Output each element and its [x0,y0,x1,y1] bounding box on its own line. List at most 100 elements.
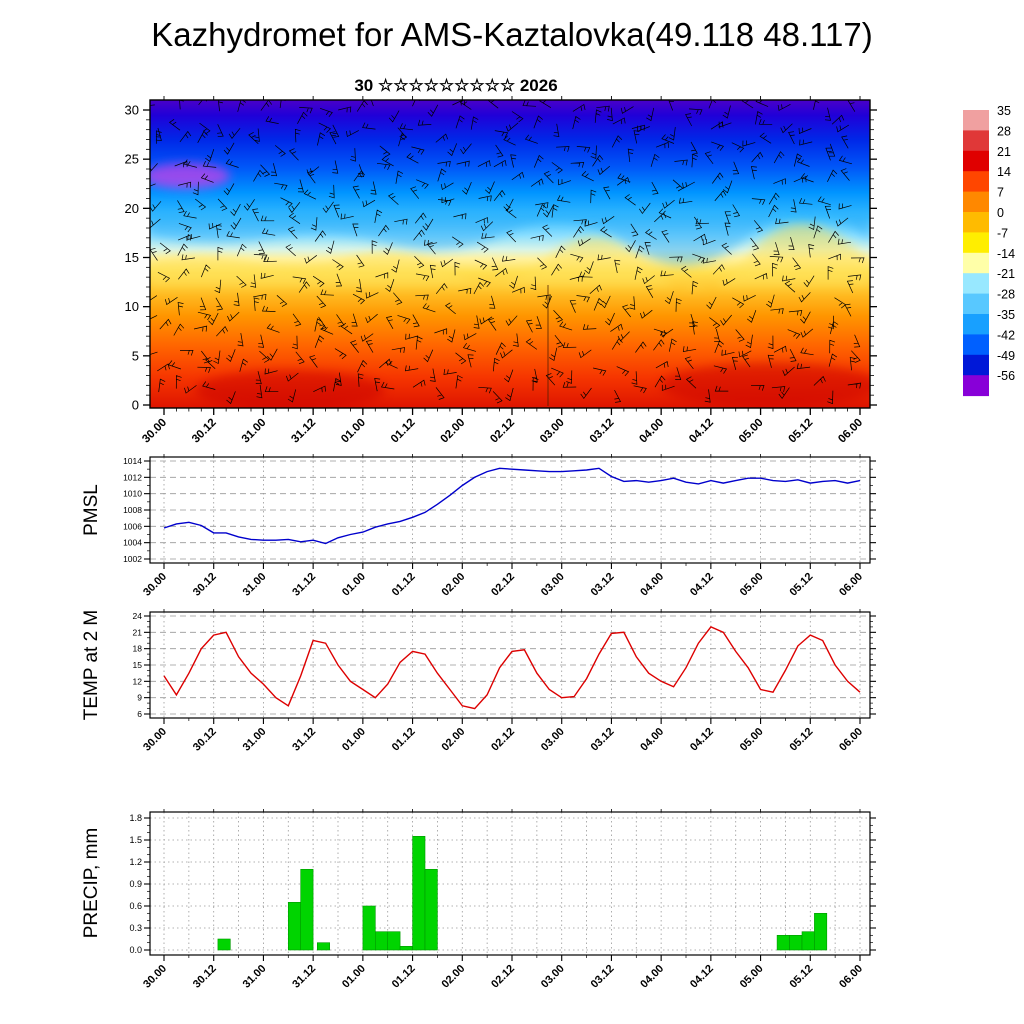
svg-text:20: 20 [125,201,139,216]
svg-text:04.12: 04.12 [687,417,716,446]
svg-text:1014: 1014 [123,456,142,466]
svg-text:18: 18 [133,644,143,654]
svg-text:30: 30 [125,103,139,118]
svg-text:-21: -21 [997,267,1015,281]
svg-text:30.00: 30.00 [141,963,169,991]
svg-text:-35: -35 [997,308,1015,322]
svg-text:15: 15 [133,660,143,670]
svg-text:-49: -49 [997,349,1015,363]
svg-text:15: 15 [125,250,139,265]
svg-text:06.00: 06.00 [836,417,865,446]
svg-text:9: 9 [137,693,142,703]
svg-text:06.00: 06.00 [837,726,865,754]
svg-text:31.00: 31.00 [241,726,269,754]
svg-text:7: 7 [997,186,1004,200]
svg-text:1.5: 1.5 [129,835,142,845]
svg-text:28: 28 [997,124,1011,138]
svg-text:04.00: 04.00 [638,571,666,599]
svg-text:30.12: 30.12 [190,417,219,446]
svg-text:31.12: 31.12 [290,571,318,599]
svg-text:31.00: 31.00 [240,417,269,446]
svg-text:25: 25 [125,152,139,167]
svg-text:30.00: 30.00 [140,417,169,446]
svg-text:-42: -42 [997,328,1015,342]
svg-text:05.12: 05.12 [787,571,815,599]
svg-text:30.00: 30.00 [141,726,169,754]
svg-text:0: 0 [997,206,1004,220]
page-title: Kazhydromet for AMS-Kaztalovka(49.118 48… [151,16,873,53]
svg-text:01.12: 01.12 [390,963,418,991]
svg-text:0.9: 0.9 [129,879,142,889]
svg-text:03.12: 03.12 [589,726,617,754]
svg-text:02.12: 02.12 [489,963,517,991]
svg-text:01.12: 01.12 [390,571,418,599]
svg-text:02.12: 02.12 [488,417,517,446]
svg-text:30.12: 30.12 [191,963,219,991]
svg-text:30.12: 30.12 [191,726,219,754]
svg-text:05.00: 05.00 [738,571,766,599]
svg-text:06.00: 06.00 [837,963,865,991]
svg-text:21: 21 [997,145,1011,159]
svg-text:1004: 1004 [123,538,142,548]
svg-text:1008: 1008 [123,505,142,515]
svg-text:05.00: 05.00 [738,963,766,991]
svg-text:04.12: 04.12 [688,726,716,754]
svg-text:04.12: 04.12 [688,571,716,599]
svg-text:21: 21 [133,627,143,637]
svg-text:01.00: 01.00 [340,726,368,754]
svg-text:04.12: 04.12 [688,963,716,991]
svg-text:05.12: 05.12 [787,417,816,446]
svg-text:31.00: 31.00 [241,571,269,599]
svg-text:24: 24 [133,611,143,621]
svg-text:1.8: 1.8 [129,813,142,823]
svg-text:01.00: 01.00 [340,963,368,991]
svg-text:6: 6 [137,709,142,719]
svg-text:35: 35 [997,104,1011,118]
svg-text:02.00: 02.00 [439,571,467,599]
svg-text:-7: -7 [997,226,1008,240]
svg-text:31.12: 31.12 [289,417,318,446]
svg-text:01.00: 01.00 [340,571,368,599]
svg-text:-28: -28 [997,288,1015,302]
svg-text:01.12: 01.12 [390,726,418,754]
svg-text:02.00: 02.00 [439,726,467,754]
svg-text:31.12: 31.12 [290,963,318,991]
svg-text:0.6: 0.6 [129,901,142,911]
svg-text:31.00: 31.00 [241,963,269,991]
svg-text:0.0: 0.0 [129,945,142,955]
chart-subtitle: 30 ☆☆☆☆☆☆☆☆☆ 2026 [354,76,558,95]
svg-text:-14: -14 [997,247,1015,261]
svg-text:05.12: 05.12 [787,726,815,754]
svg-text:03.00: 03.00 [539,726,567,754]
svg-text:0.3: 0.3 [129,923,142,933]
svg-text:1010: 1010 [123,489,142,499]
svg-text:01.12: 01.12 [389,417,418,446]
svg-text:10: 10 [125,299,139,314]
svg-text:03.12: 03.12 [589,571,617,599]
svg-text:03.00: 03.00 [538,417,567,446]
svg-text:1006: 1006 [123,521,142,531]
svg-text:30.00: 30.00 [141,571,169,599]
svg-text:30.12: 30.12 [191,571,219,599]
svg-text:03.00: 03.00 [539,963,567,991]
svg-text:12: 12 [133,676,143,686]
svg-text:02.12: 02.12 [489,726,517,754]
svg-text:31.12: 31.12 [290,726,318,754]
svg-text:0: 0 [132,398,139,413]
svg-text:05.12: 05.12 [787,963,815,991]
svg-text:-56: -56 [997,369,1015,383]
svg-text:5: 5 [132,348,139,363]
svg-text:06.00: 06.00 [837,571,865,599]
svg-text:02.12: 02.12 [489,571,517,599]
svg-text:03.12: 03.12 [589,963,617,991]
svg-text:01.00: 01.00 [339,417,368,446]
svg-text:02.00: 02.00 [439,963,467,991]
svg-text:02.00: 02.00 [439,417,468,446]
svg-text:03.12: 03.12 [588,417,617,446]
svg-text:03.00: 03.00 [539,571,567,599]
svg-text:14: 14 [997,165,1011,179]
svg-text:04.00: 04.00 [638,726,666,754]
svg-text:1.2: 1.2 [129,857,142,867]
